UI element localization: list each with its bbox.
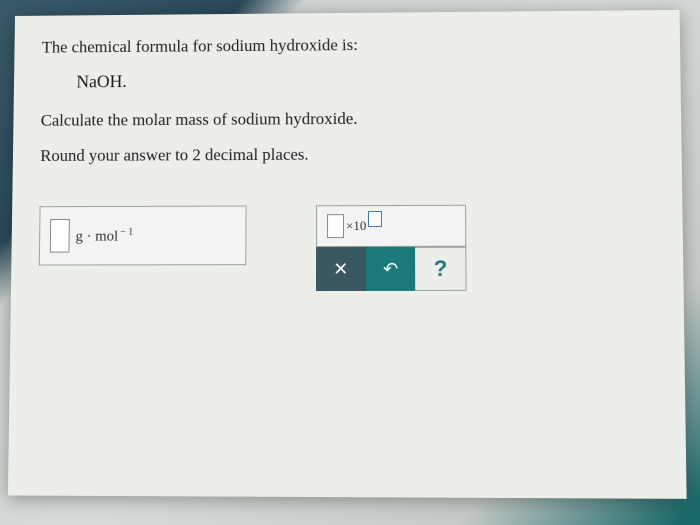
clear-button[interactable]: ✕ (316, 247, 366, 291)
unit-label: g · mol− 1 (75, 226, 133, 245)
times-ten-label: ×10 (346, 218, 366, 234)
scientific-notation-box[interactable]: ×10 (316, 205, 466, 247)
question-text-3: Round your answer to 2 decimal places. (40, 142, 653, 167)
answer-input-box[interactable]: g · mol− 1 (39, 206, 247, 266)
mantissa-slot[interactable] (327, 214, 344, 238)
question-text-2: Calculate the molar mass of sodium hydro… (41, 106, 653, 131)
help-button[interactable]: ? (415, 247, 466, 291)
exponent-slot[interactable] (368, 211, 382, 227)
help-icon: ? (434, 256, 448, 282)
tool-buttons: ✕ ↶ ? (316, 247, 467, 291)
numeric-input-slot[interactable] (50, 219, 70, 253)
close-icon: ✕ (333, 259, 348, 280)
chemical-formula: NaOH. (76, 68, 652, 93)
question-panel: The chemical formula for sodium hydroxid… (8, 10, 687, 499)
undo-button[interactable]: ↶ (366, 247, 416, 291)
question-text-1: The chemical formula for sodium hydroxid… (42, 32, 652, 59)
undo-icon: ↶ (383, 259, 398, 280)
